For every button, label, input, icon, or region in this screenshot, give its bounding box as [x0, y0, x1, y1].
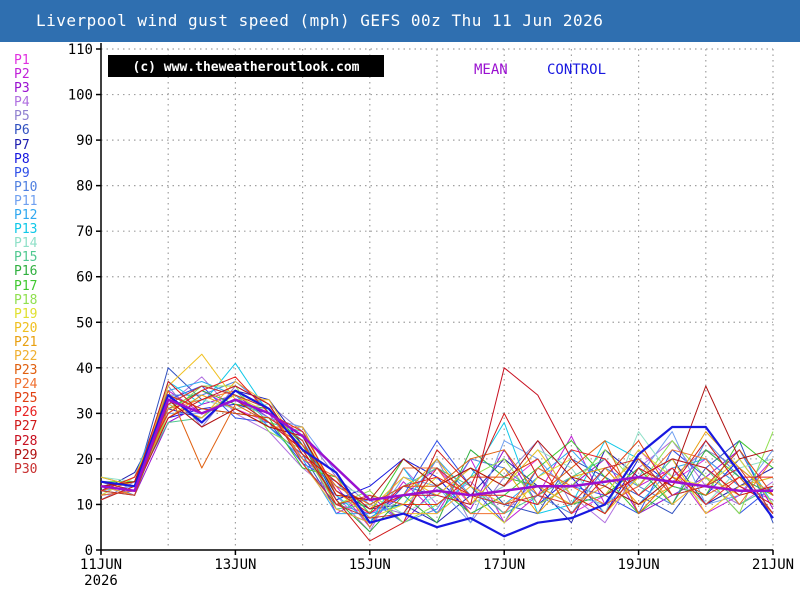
- legend-member-p27: P27: [14, 419, 38, 435]
- x-tick-label: 11JUN: [80, 557, 122, 573]
- series-line-p26: [100, 376, 773, 515]
- series-line-p29: [100, 385, 774, 505]
- y-tick-label: 70: [76, 224, 93, 240]
- legend-member-p7: P7: [14, 137, 30, 153]
- legend-control: CONTROL: [547, 62, 606, 78]
- y-tick-label: 90: [76, 133, 93, 149]
- legend-member-p6: P6: [14, 123, 30, 139]
- series-line-p30: [100, 385, 774, 519]
- legend-member-p21: P21: [14, 334, 38, 350]
- legend-member-p15: P15: [14, 250, 38, 266]
- legend-member-p18: P18: [14, 292, 38, 308]
- watermark-text: (c) www.theweatheroutlook.com: [133, 60, 360, 75]
- legend-member-p19: P19: [14, 306, 38, 322]
- legend-mean: MEAN: [474, 62, 508, 78]
- legend-member-p26: P26: [14, 405, 38, 421]
- y-tick-label: 50: [76, 315, 93, 331]
- legend-member-p9: P9: [14, 165, 30, 181]
- legend-member-p5: P5: [14, 109, 30, 125]
- series-line-p28: [100, 367, 774, 510]
- x-tick-label: 21JUN: [752, 557, 794, 573]
- legend-member-p13: P13: [14, 222, 38, 238]
- y-tick-label: 40: [76, 361, 93, 377]
- x-tick-sublabel: 2026: [84, 573, 118, 589]
- y-tick-label: 80: [76, 179, 93, 195]
- legend-member-p29: P29: [14, 447, 38, 463]
- series-line-control: [100, 389, 774, 538]
- legend-member-p1: P1: [14, 53, 30, 68]
- legend-member-p2: P2: [14, 67, 30, 83]
- y-tick-label: 100: [68, 88, 93, 104]
- series-line-p22: [100, 381, 774, 524]
- legend-member-p14: P14: [14, 236, 38, 252]
- title-bar: Liverpool wind gust speed (mph) GEFS 00z…: [0, 0, 800, 42]
- y-tick-label: 0: [85, 543, 93, 559]
- series-line-mean: [100, 398, 773, 502]
- series-line-p13: [100, 362, 774, 524]
- legend-member-p25: P25: [14, 391, 38, 407]
- y-tick-label: 30: [76, 406, 93, 422]
- watermark-box: [108, 55, 384, 77]
- legend-member-p3: P3: [14, 81, 30, 97]
- series-line-p10: [100, 381, 774, 524]
- legend-member-p30: P30: [14, 461, 38, 477]
- y-tick-label: 20: [76, 452, 93, 468]
- legend-member-p20: P20: [14, 320, 38, 336]
- x-tick-label: 17JUN: [483, 557, 525, 573]
- legend-member-p12: P12: [14, 208, 38, 224]
- legend-member-p8: P8: [14, 151, 30, 167]
- legend-member-p24: P24: [14, 377, 38, 393]
- legend-member-p4: P4: [14, 95, 30, 111]
- legend-member-p23: P23: [14, 363, 38, 379]
- legend-member-p17: P17: [14, 278, 38, 294]
- x-tick-label: 19JUN: [618, 557, 660, 573]
- legend-member-p16: P16: [14, 264, 38, 280]
- legend-member-p28: P28: [14, 433, 38, 449]
- y-tick-label: 10: [76, 497, 93, 513]
- chart-title: Liverpool wind gust speed (mph) GEFS 00z…: [36, 11, 604, 30]
- member-legend: P1 P2 P3 P4 P5 P6 P7 P8 P9 P10 P11 P12 P13 P14 P15 P16 P…: [14, 53, 54, 477]
- y-tick-label: 60: [76, 270, 93, 286]
- series-line-p21: [100, 394, 774, 515]
- x-tick-label: 13JUN: [214, 557, 256, 573]
- series-line-p16: [100, 390, 774, 533]
- legend-member-p10: P10: [14, 179, 38, 195]
- y-tick-label: 110: [68, 42, 93, 58]
- x-tick-label: 15JUN: [349, 557, 391, 573]
- legend-member-p11: P11: [14, 193, 38, 209]
- legend-member-p22: P22: [14, 348, 38, 364]
